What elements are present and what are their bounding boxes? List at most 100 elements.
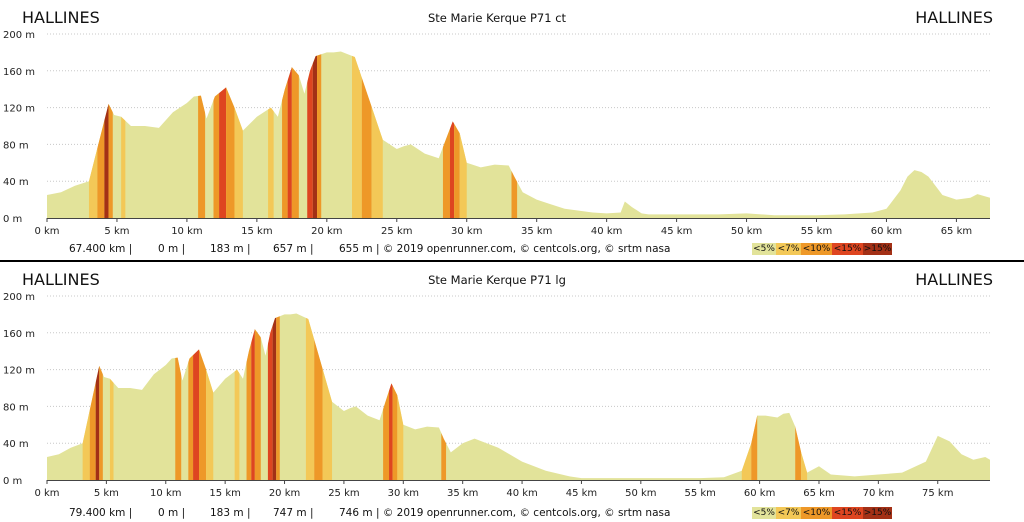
elevation-area xyxy=(47,51,990,219)
legend-lt7: <7% xyxy=(776,243,801,255)
slope-band-lt10 xyxy=(213,51,220,218)
slope-band-lt7 xyxy=(121,51,126,218)
slope-band-lt10 xyxy=(97,51,105,218)
slope-band-lt7 xyxy=(268,51,274,218)
x-tick-label: 25 km xyxy=(328,488,359,499)
slope-band-lt10 xyxy=(441,313,447,480)
y-tick-label: 120 m xyxy=(3,104,35,115)
slope-band-lt7 xyxy=(322,313,333,480)
slope-band-gt15 xyxy=(272,313,277,480)
stat-climb: 747 m | xyxy=(273,507,314,519)
slope-band-gt15 xyxy=(104,51,109,218)
y-tick-label: 160 m xyxy=(3,67,35,78)
slope-band-lt10 xyxy=(108,51,113,218)
chart-title: Ste Marie Kerque P71 ct xyxy=(428,11,567,25)
slope-band-lt7 xyxy=(109,313,114,480)
slope-band-lt10 xyxy=(454,51,460,218)
x-tick-label: 20 km xyxy=(269,488,300,499)
end-label: HALLINES xyxy=(915,270,993,289)
end-label: HALLINES xyxy=(915,8,993,27)
slope-legend-lg: <5% <7% <10% <15% >15% xyxy=(752,507,892,519)
x-tick-label: 75 km xyxy=(922,488,953,499)
stat-climb: 657 m | xyxy=(273,243,314,255)
slope-band-lt7 xyxy=(741,313,752,480)
x-tick-label: 0 km xyxy=(34,488,59,499)
y-tick-label: 200 m xyxy=(3,30,35,41)
x-tick-label: 5 km xyxy=(104,226,129,237)
x-tick-label: 0 km xyxy=(34,226,59,237)
x-tick-label: 60 km xyxy=(871,226,902,237)
x-tick-label: 30 km xyxy=(451,226,482,237)
legend-lt5: <5% xyxy=(752,243,776,255)
slope-band-lt10 xyxy=(254,313,261,480)
y-tick-label: 80 m xyxy=(3,140,29,151)
x-tick-label: 70 km xyxy=(863,488,894,499)
slope-band-lt7 xyxy=(206,313,214,480)
slope-band-lt10 xyxy=(99,313,103,480)
legend-lt10: <10% xyxy=(801,243,832,255)
slope-band-lt10 xyxy=(246,313,252,480)
legend-lt10: <10% xyxy=(801,507,832,519)
slope-band-lt10 xyxy=(226,51,235,218)
x-tick-label: 20 km xyxy=(311,226,342,237)
slope-band-lt10 xyxy=(442,51,450,218)
slope-band-lt7 xyxy=(459,51,467,218)
slope-band-lt7 xyxy=(371,51,383,218)
slope-band-lt10 xyxy=(188,313,194,480)
slope-band-lt10 xyxy=(392,313,398,480)
x-tick-label: 5 km xyxy=(94,488,119,499)
slope-band-gt15 xyxy=(312,51,318,218)
slope-band-lt10 xyxy=(511,51,518,218)
slope-band-lt10 xyxy=(317,51,322,218)
slope-band-lt15 xyxy=(287,51,292,218)
start-label: HALLINES xyxy=(22,270,100,289)
x-tick-label: 30 km xyxy=(388,488,419,499)
route-stats-lg: 79.400 km | 0 m | 183 m | 747 m | 746 m … xyxy=(0,507,1024,521)
slope-legend-ct: <5% <7% <10% <15% >15% xyxy=(752,243,892,255)
slope-band-lt7 xyxy=(352,51,362,218)
y-tick-label: 120 m xyxy=(3,366,35,377)
slope-band-lt10 xyxy=(361,51,372,218)
x-tick-label: 50 km xyxy=(731,226,762,237)
slope-band-lt7 xyxy=(234,313,240,480)
slope-band-lt15 xyxy=(307,51,313,218)
x-tick-label: 10 km xyxy=(150,488,181,499)
chart-title: Ste Marie Kerque P71 lg xyxy=(428,273,566,287)
y-tick-label: 160 m xyxy=(3,329,35,340)
legend-gt15: >15% xyxy=(863,243,892,255)
x-tick-label: 60 km xyxy=(744,488,775,499)
y-tick-label: 0 m xyxy=(3,214,22,225)
x-tick-label: 10 km xyxy=(171,226,202,237)
slope-band-lt10 xyxy=(276,313,280,480)
slope-band-lt10 xyxy=(314,313,323,480)
x-tick-label: 50 km xyxy=(625,488,656,499)
y-tick-label: 200 m xyxy=(3,292,35,303)
slope-band-lt10 xyxy=(291,51,299,218)
slope-band-lt15 xyxy=(267,313,273,480)
stat-min-altitude: 0 m | xyxy=(158,507,186,519)
legend-gt15: >15% xyxy=(863,507,892,519)
stat-min-altitude: 0 m | xyxy=(158,243,186,255)
start-label: HALLINES xyxy=(22,8,100,27)
slope-band-lt7 xyxy=(88,51,98,218)
x-tick-label: 55 km xyxy=(801,226,832,237)
slope-band-lt7 xyxy=(397,313,404,480)
stat-descent-credits: 655 m | © 2019 openrunner.com, © centcol… xyxy=(339,243,671,255)
x-tick-label: 65 km xyxy=(803,488,834,499)
slope-band-lt15 xyxy=(219,51,227,218)
legend-lt5: <5% xyxy=(752,507,776,519)
y-tick-label: 40 m xyxy=(3,177,29,188)
y-tick-label: 40 m xyxy=(3,439,29,450)
legend-lt15: <15% xyxy=(832,243,863,255)
x-tick-label: 40 km xyxy=(591,226,622,237)
elevation-chart-ct: HALLINES Ste Marie Kerque P71 ct HALLINES 0… xyxy=(3,8,993,237)
slope-band-lt10 xyxy=(199,313,207,480)
slope-band-lt10 xyxy=(282,51,288,218)
stat-descent-credits: 746 m | © 2019 openrunner.com, © centcol… xyxy=(339,507,671,519)
slope-band-lt10 xyxy=(198,51,206,218)
slope-band-lt15 xyxy=(389,313,393,480)
slope-bands xyxy=(82,313,808,480)
slope-band-lt7 xyxy=(305,313,315,480)
x-tick-label: 45 km xyxy=(566,488,597,499)
y-tick-label: 0 m xyxy=(3,476,22,487)
